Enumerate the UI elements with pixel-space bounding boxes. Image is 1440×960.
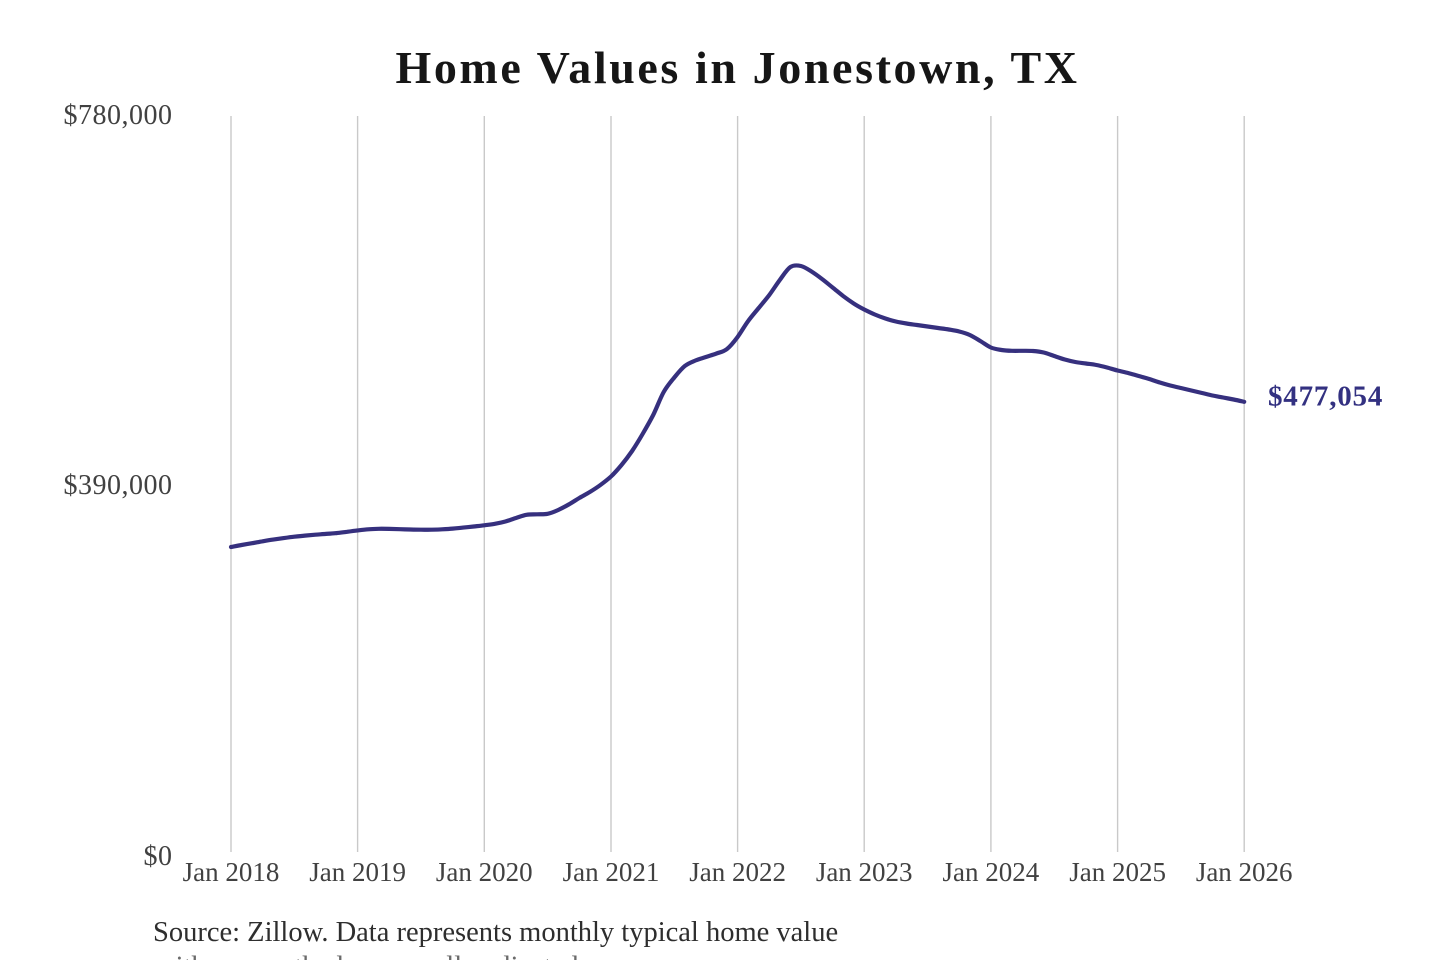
svg-text:Jan 2025: Jan 2025 xyxy=(1069,857,1166,887)
svg-text:Jan 2023: Jan 2023 xyxy=(816,857,913,887)
svg-text:$780,000: $780,000 xyxy=(64,100,173,131)
svg-text:Jan 2020: Jan 2020 xyxy=(436,857,533,887)
svg-text:$0: $0 xyxy=(144,841,173,872)
svg-text:Jan 2019: Jan 2019 xyxy=(309,857,406,887)
svg-text:Source: Zillow. Data represent: Source: Zillow. Data represents monthly … xyxy=(153,917,838,948)
svg-text:with a smoothed, seasonally ad: with a smoothed, seasonally adjusted mea… xyxy=(155,952,681,960)
svg-text:$390,000: $390,000 xyxy=(64,470,173,501)
svg-text:Jan 2021: Jan 2021 xyxy=(563,857,660,887)
svg-text:Home Values in Jonestown, TX: Home Values in Jonestown, TX xyxy=(395,42,1079,93)
svg-text:Jan 2018: Jan 2018 xyxy=(183,857,280,887)
svg-text:Jan 2026: Jan 2026 xyxy=(1196,857,1293,887)
svg-text:$477,054: $477,054 xyxy=(1268,381,1383,413)
svg-text:Jan 2024: Jan 2024 xyxy=(943,857,1040,887)
svg-text:Jan 2022: Jan 2022 xyxy=(689,857,786,887)
